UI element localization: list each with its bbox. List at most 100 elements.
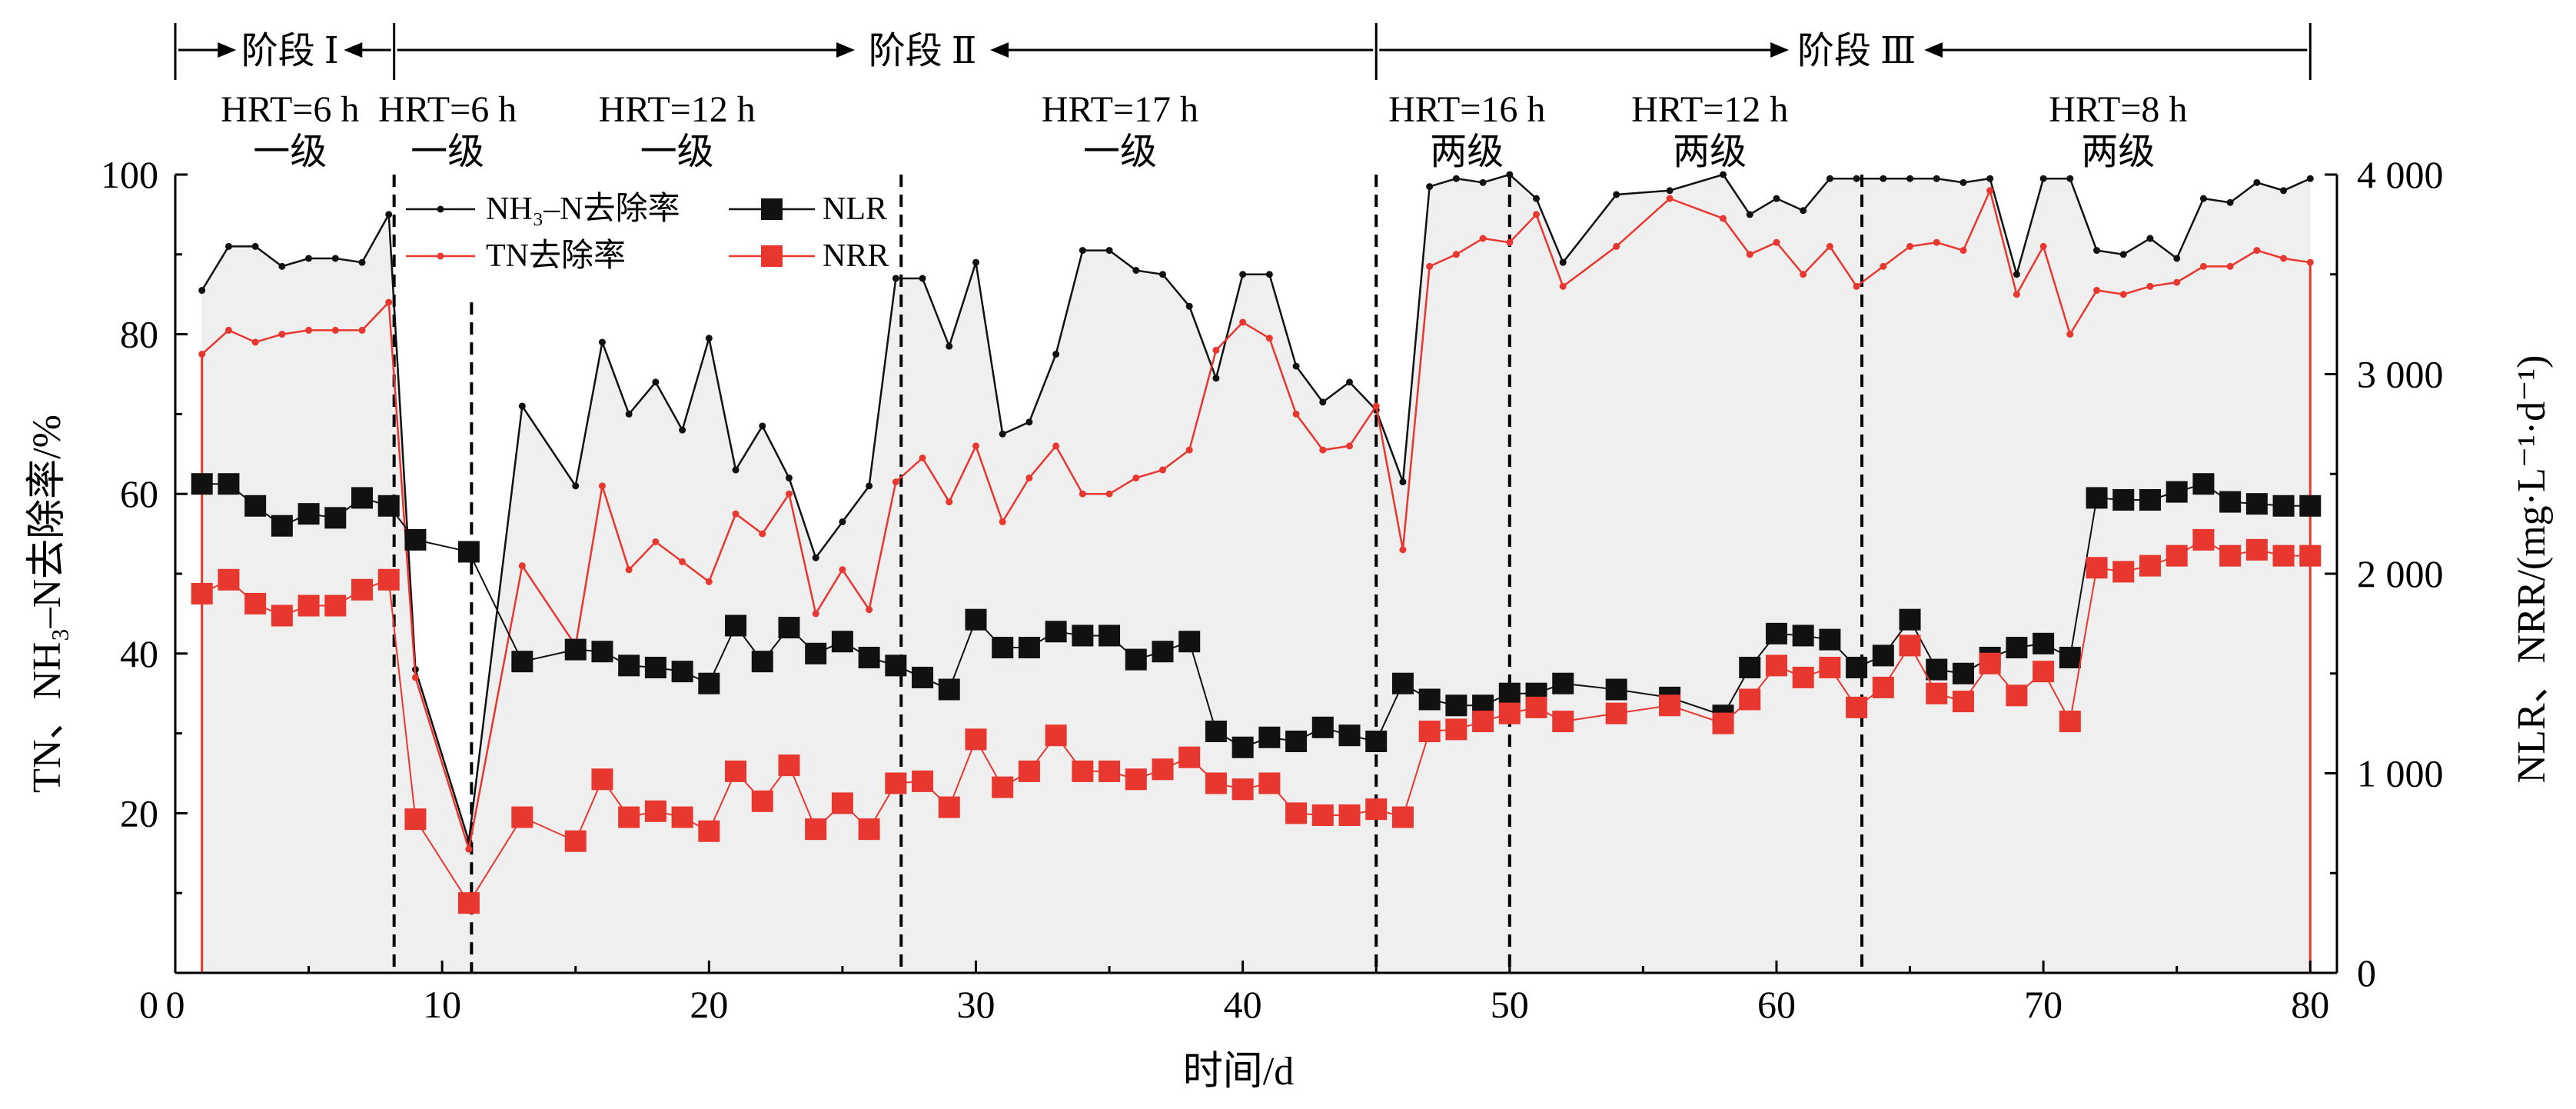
series-line-1	[201, 173, 2311, 842]
tn-marker	[705, 578, 713, 585]
tn-marker	[999, 518, 1006, 526]
nh3-marker	[598, 338, 606, 346]
nrr-marker	[1926, 682, 1948, 704]
hrt-label: HRT=6 h	[221, 89, 359, 130]
nrr-marker	[511, 806, 533, 828]
axes: 0 10 20 30 40 50 60 70 80 0 20 40 60 80 100 0 1 000 2 000…	[101, 153, 2444, 1026]
tn-marker	[652, 538, 660, 545]
tn-marker	[625, 566, 633, 574]
nh3-marker	[224, 242, 232, 250]
nrr-marker	[1045, 724, 1067, 747]
y-left-axis-title: TN、NH₃–N去除率/%	[25, 415, 69, 793]
tn-marker	[305, 326, 313, 334]
nh3-marker	[2199, 195, 2207, 202]
level-label: 两级	[1673, 132, 1747, 172]
legend-nh3-label: NH₃–N去除率	[486, 191, 680, 227]
nh3-marker	[1346, 378, 1354, 386]
nh3-marker	[1906, 175, 1914, 182]
nlr-marker	[2033, 632, 2055, 654]
tn-marker	[278, 331, 286, 338]
nlr-marker	[1152, 641, 1174, 663]
nh3-marker	[679, 426, 686, 434]
hrt-label: HRT=12 h	[599, 89, 756, 130]
tn-marker	[2173, 278, 2181, 286]
nh3-marker	[1826, 175, 1833, 182]
nlr-marker	[297, 503, 320, 525]
nrr-marker	[885, 772, 907, 794]
nlr-marker	[1365, 730, 1388, 752]
tn-marker	[972, 442, 979, 450]
nrr-marker	[751, 790, 773, 812]
nh3-marker	[1559, 258, 1567, 266]
nh3-marker	[2146, 235, 2154, 242]
nh3-marker	[1239, 271, 1247, 278]
nrr-marker	[2033, 661, 2055, 683]
nrr-marker	[1739, 688, 1761, 711]
nh3-marker	[518, 402, 526, 410]
nlr-marker	[1311, 716, 1334, 738]
nh3-marker	[1666, 187, 1674, 195]
nh3-marker	[1853, 175, 1860, 182]
nrr-marker	[671, 806, 693, 828]
nrr-marker	[805, 818, 827, 841]
nlr-marker	[885, 654, 907, 677]
nrr-marker	[591, 768, 613, 791]
nh3-marker	[2253, 178, 2261, 186]
stage-arrowhead	[1770, 42, 1790, 58]
nrr-marker	[1979, 652, 2001, 674]
stage-arrowhead	[836, 42, 856, 58]
tn-marker	[1880, 262, 1887, 270]
tn-marker	[465, 845, 473, 853]
nrr-marker	[1605, 702, 1627, 724]
tn-marker	[2066, 331, 2074, 338]
y-right-tick-label: 3 000	[2357, 353, 2444, 396]
tn-marker	[2039, 242, 2047, 250]
tn-marker	[385, 298, 393, 306]
tn-marker	[839, 566, 846, 574]
nrr-marker	[1285, 802, 1308, 824]
tn-marker	[1239, 318, 1247, 326]
nh3-marker	[946, 342, 953, 350]
nrr-marker	[191, 582, 213, 604]
nrr-marker	[1072, 760, 1094, 782]
tn-marker	[1265, 335, 1273, 342]
nrr-marker	[218, 568, 240, 591]
nlr-marker	[858, 646, 880, 668]
nrr-marker	[1899, 634, 1921, 657]
nlr-marker	[1899, 608, 1921, 631]
nlr-marker	[1285, 730, 1308, 752]
series-line-2	[201, 187, 2311, 850]
nlr-marker	[351, 487, 374, 509]
series-layer	[191, 171, 2322, 914]
nrr-marker	[2166, 545, 2188, 567]
tn-marker	[732, 510, 740, 518]
legend-tn-marker	[437, 252, 444, 260]
nh3-marker	[1158, 271, 1166, 278]
legend-nrr-label: NRR	[823, 238, 889, 274]
nlr-marker	[1846, 656, 1868, 678]
y-left-tick-label: 40	[120, 632, 158, 675]
nlr-marker	[191, 473, 213, 495]
y-right-tick-label: 4 000	[2357, 153, 2444, 196]
plot-area-fill	[201, 175, 2312, 973]
nlr-marker	[2219, 491, 2242, 513]
nrr-marker	[992, 776, 1014, 798]
nh3-marker	[2226, 198, 2234, 206]
hrt-label: HRT=6 h	[378, 89, 517, 130]
nlr-marker	[2299, 495, 2322, 517]
tn-marker	[1800, 271, 1807, 278]
nlr-marker	[1792, 624, 1814, 647]
x-tick-label: 10	[423, 983, 461, 1026]
nlr-marker	[1072, 624, 1094, 647]
nh3-marker	[1800, 207, 1807, 215]
nlr-marker	[1872, 644, 1894, 667]
tn-marker	[892, 478, 899, 486]
nh3-marker	[572, 482, 580, 490]
legend-nrr-marker	[761, 245, 783, 267]
nrr-marker	[1445, 718, 1467, 741]
nlr-marker	[1018, 637, 1040, 659]
nh3-marker	[1506, 171, 1514, 178]
nh3-marker	[278, 262, 286, 270]
